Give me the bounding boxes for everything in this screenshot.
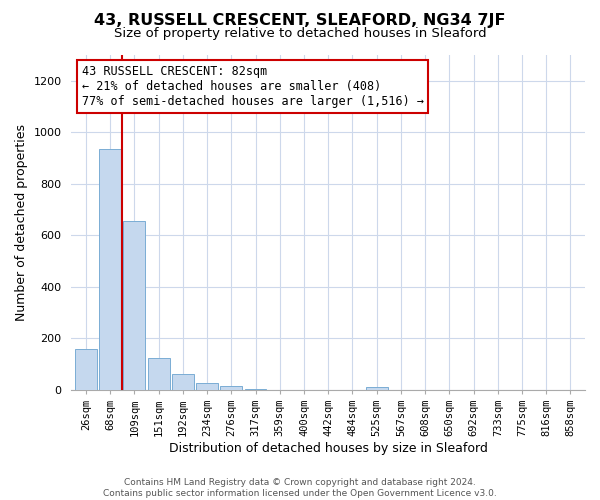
Bar xyxy=(245,388,266,390)
Bar xyxy=(75,348,97,390)
Text: Contains HM Land Registry data © Crown copyright and database right 2024.
Contai: Contains HM Land Registry data © Crown c… xyxy=(103,478,497,498)
Bar xyxy=(148,358,170,390)
Text: 43 RUSSELL CRESCENT: 82sqm
← 21% of detached houses are smaller (408)
77% of sem: 43 RUSSELL CRESCENT: 82sqm ← 21% of deta… xyxy=(82,65,424,108)
Y-axis label: Number of detached properties: Number of detached properties xyxy=(15,124,28,321)
Text: 43, RUSSELL CRESCENT, SLEAFORD, NG34 7JF: 43, RUSSELL CRESCENT, SLEAFORD, NG34 7JF xyxy=(94,12,506,28)
Bar xyxy=(124,221,145,390)
Bar xyxy=(99,149,121,390)
Bar xyxy=(172,374,194,390)
Text: Size of property relative to detached houses in Sleaford: Size of property relative to detached ho… xyxy=(113,28,487,40)
Bar xyxy=(220,386,242,390)
Bar xyxy=(196,382,218,390)
X-axis label: Distribution of detached houses by size in Sleaford: Distribution of detached houses by size … xyxy=(169,442,488,455)
Bar xyxy=(366,388,388,390)
